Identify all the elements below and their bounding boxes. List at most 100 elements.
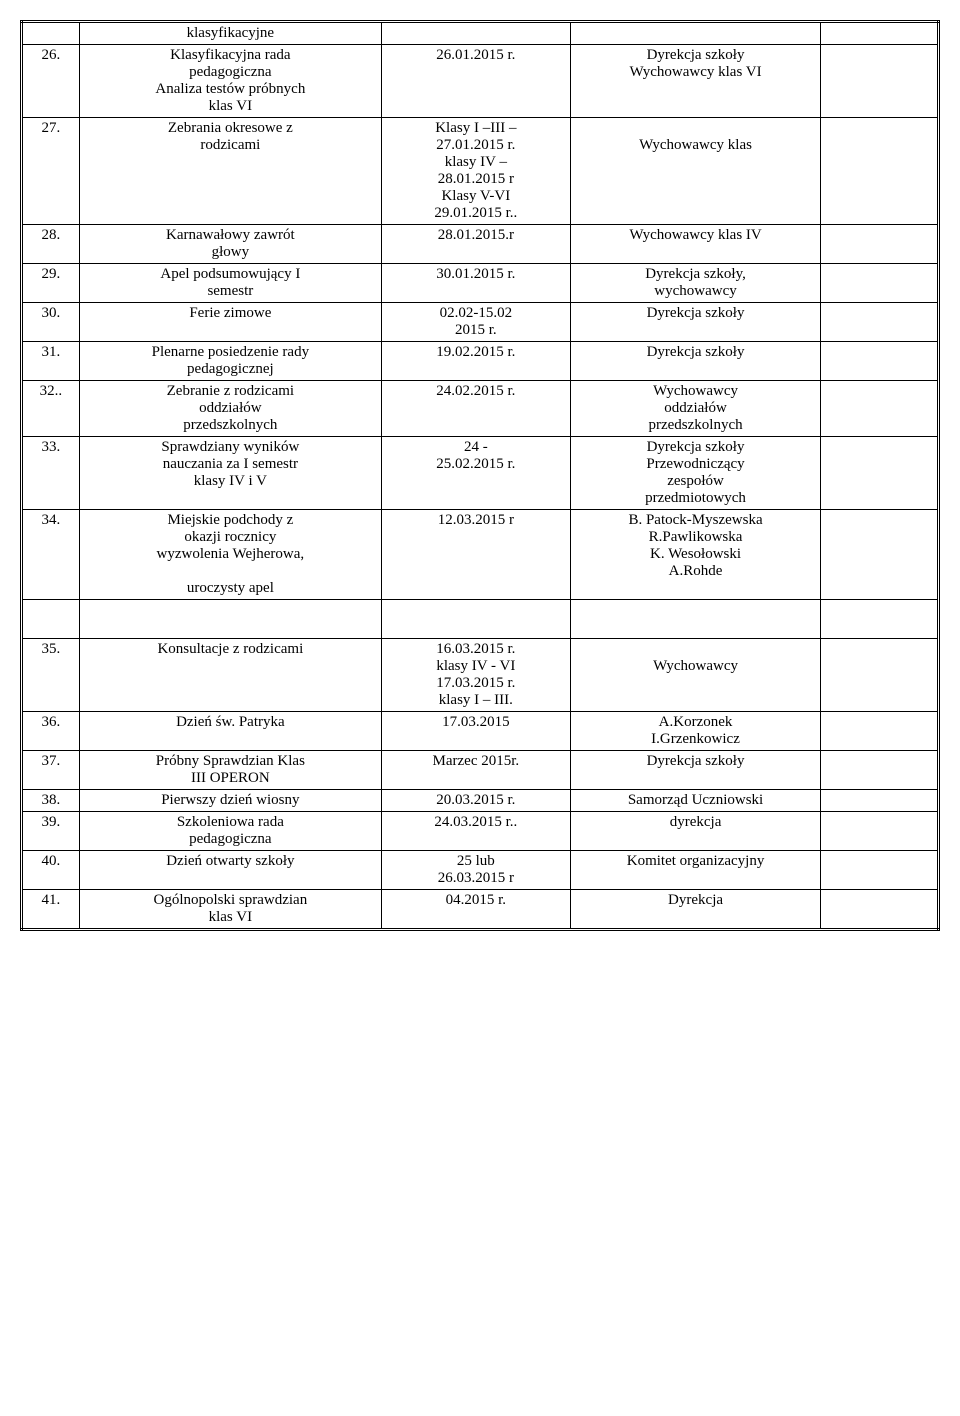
row-description: Sprawdziany wyników nauczania za I semes… xyxy=(79,437,381,510)
table-row: 32..Zebranie z rodzicami oddziałów przed… xyxy=(22,381,939,437)
row-date: 24.02.2015 r. xyxy=(381,381,570,437)
row-notes xyxy=(821,381,939,437)
row-date: 25 lub 26.03.2015 r xyxy=(381,851,570,890)
row-notes xyxy=(821,342,939,381)
table-row: 31.Plenarne posiedzenie rady pedagogiczn… xyxy=(22,342,939,381)
table-row: 40.Dzień otwarty szkoły25 lub 26.03.2015… xyxy=(22,851,939,890)
row-date: 19.02.2015 r. xyxy=(381,342,570,381)
row-notes xyxy=(821,225,939,264)
row-description: Zebrania okresowe z rodzicami xyxy=(79,118,381,225)
row-description: Karnawałowy zawrót głowy xyxy=(79,225,381,264)
row-number: 27. xyxy=(22,118,80,225)
table-row: 30.Ferie zimowe02.02-15.02 2015 r.Dyrekc… xyxy=(22,303,939,342)
row-responsible: Wychowawcy klas IV xyxy=(570,225,821,264)
row-responsible: B. Patock-Myszewska R.Pawlikowska K. Wes… xyxy=(570,510,821,600)
table-row: 36.Dzień św. Patryka17.03.2015A.Korzonek… xyxy=(22,712,939,751)
row-number: 32.. xyxy=(22,381,80,437)
gap-cell xyxy=(22,600,80,639)
table-row: 27.Zebrania okresowe z rodzicamiKlasy I … xyxy=(22,118,939,225)
row-number: 37. xyxy=(22,751,80,790)
row-date: 02.02-15.02 2015 r. xyxy=(381,303,570,342)
row-notes xyxy=(821,712,939,751)
row-number: 36. xyxy=(22,712,80,751)
row-description: Klasyfikacyjna rada pedagogiczna Analiza… xyxy=(79,45,381,118)
gap-cell xyxy=(79,600,381,639)
row-description: Próbny Sprawdzian Klas III OPERON xyxy=(79,751,381,790)
table-row: 41.Ogólnopolski sprawdzian klas VI04.201… xyxy=(22,890,939,930)
row-responsible: Dyrekcja szkoły Wychowawcy klas VI xyxy=(570,45,821,118)
row-date: 26.01.2015 r. xyxy=(381,45,570,118)
row-description: Apel podsumowujący I semestr xyxy=(79,264,381,303)
gap-cell xyxy=(381,600,570,639)
row-number: 28. xyxy=(22,225,80,264)
row-number: 38. xyxy=(22,790,80,812)
row-date: 30.01.2015 r. xyxy=(381,264,570,303)
row-description: Konsultacje z rodzicami xyxy=(79,639,381,712)
row-number: 40. xyxy=(22,851,80,890)
gap-cell xyxy=(821,600,939,639)
row-responsible: A.Korzonek I.Grzenkowicz xyxy=(570,712,821,751)
table-row: 28.Karnawałowy zawrót głowy28.01.2015.rW… xyxy=(22,225,939,264)
row-notes xyxy=(821,118,939,225)
table-row: 37.Próbny Sprawdzian Klas III OPERONMarz… xyxy=(22,751,939,790)
schedule-table: klasyfikacyjne26.Klasyfikacyjna rada ped… xyxy=(20,20,940,931)
row-responsible: Wychowawcy xyxy=(570,639,821,712)
row-date: 20.03.2015 r. xyxy=(381,790,570,812)
row-number: 33. xyxy=(22,437,80,510)
row-notes xyxy=(821,790,939,812)
row-description: Plenarne posiedzenie rady pedagogicznej xyxy=(79,342,381,381)
row-number: 29. xyxy=(22,264,80,303)
gap-cell xyxy=(570,600,821,639)
table-row: 29.Apel podsumowujący I semestr30.01.201… xyxy=(22,264,939,303)
row-responsible: Dyrekcja szkoły Przewodniczący zespołów … xyxy=(570,437,821,510)
row-responsible: Dyrekcja szkoły xyxy=(570,751,821,790)
table-row: 35.Konsultacje z rodzicami16.03.2015 r. … xyxy=(22,639,939,712)
table-row: 38.Pierwszy dzień wiosny20.03.2015 r.Sam… xyxy=(22,790,939,812)
row-notes xyxy=(821,510,939,600)
row-date: Marzec 2015r. xyxy=(381,751,570,790)
row-notes xyxy=(821,437,939,510)
row-responsible xyxy=(570,22,821,45)
row-date: 12.03.2015 r xyxy=(381,510,570,600)
row-number: 26. xyxy=(22,45,80,118)
row-responsible: Dyrekcja szkoły xyxy=(570,342,821,381)
row-notes xyxy=(821,639,939,712)
row-notes xyxy=(821,45,939,118)
row-number: 34. xyxy=(22,510,80,600)
row-description: Dzień otwarty szkoły xyxy=(79,851,381,890)
row-notes xyxy=(821,851,939,890)
table-row: 34.Miejskie podchody z okazji rocznicy w… xyxy=(22,510,939,600)
row-description: Ogólnopolski sprawdzian klas VI xyxy=(79,890,381,930)
row-responsible: Dyrekcja szkoły xyxy=(570,303,821,342)
row-date: 17.03.2015 xyxy=(381,712,570,751)
row-date: 24.03.2015 r.. xyxy=(381,812,570,851)
row-date: 16.03.2015 r. klasy IV - VI 17.03.2015 r… xyxy=(381,639,570,712)
table-row: 26.Klasyfikacyjna rada pedagogiczna Anal… xyxy=(22,45,939,118)
row-number xyxy=(22,22,80,45)
table-row: klasyfikacyjne xyxy=(22,22,939,45)
row-description: Ferie zimowe xyxy=(79,303,381,342)
row-description: Miejskie podchody z okazji rocznicy wyzw… xyxy=(79,510,381,600)
row-number: 39. xyxy=(22,812,80,851)
row-description: Szkoleniowa rada pedagogiczna xyxy=(79,812,381,851)
row-number: 35. xyxy=(22,639,80,712)
row-notes xyxy=(821,890,939,930)
row-date: 28.01.2015.r xyxy=(381,225,570,264)
row-responsible: Dyrekcja xyxy=(570,890,821,930)
row-notes xyxy=(821,22,939,45)
row-date: 24 - 25.02.2015 r. xyxy=(381,437,570,510)
row-responsible: Dyrekcja szkoły, wychowawcy xyxy=(570,264,821,303)
table-row: 33.Sprawdziany wyników nauczania za I se… xyxy=(22,437,939,510)
row-responsible: Samorząd Uczniowski xyxy=(570,790,821,812)
row-responsible: dyrekcja xyxy=(570,812,821,851)
row-notes xyxy=(821,812,939,851)
row-description: Dzień św. Patryka xyxy=(79,712,381,751)
row-date: Klasy I –III – 27.01.2015 r. klasy IV – … xyxy=(381,118,570,225)
row-description: Zebranie z rodzicami oddziałów przedszko… xyxy=(79,381,381,437)
row-notes xyxy=(821,264,939,303)
row-number: 31. xyxy=(22,342,80,381)
row-date: 04.2015 r. xyxy=(381,890,570,930)
row-description: klasyfikacyjne xyxy=(79,22,381,45)
table-gap-row xyxy=(22,600,939,639)
row-number: 41. xyxy=(22,890,80,930)
